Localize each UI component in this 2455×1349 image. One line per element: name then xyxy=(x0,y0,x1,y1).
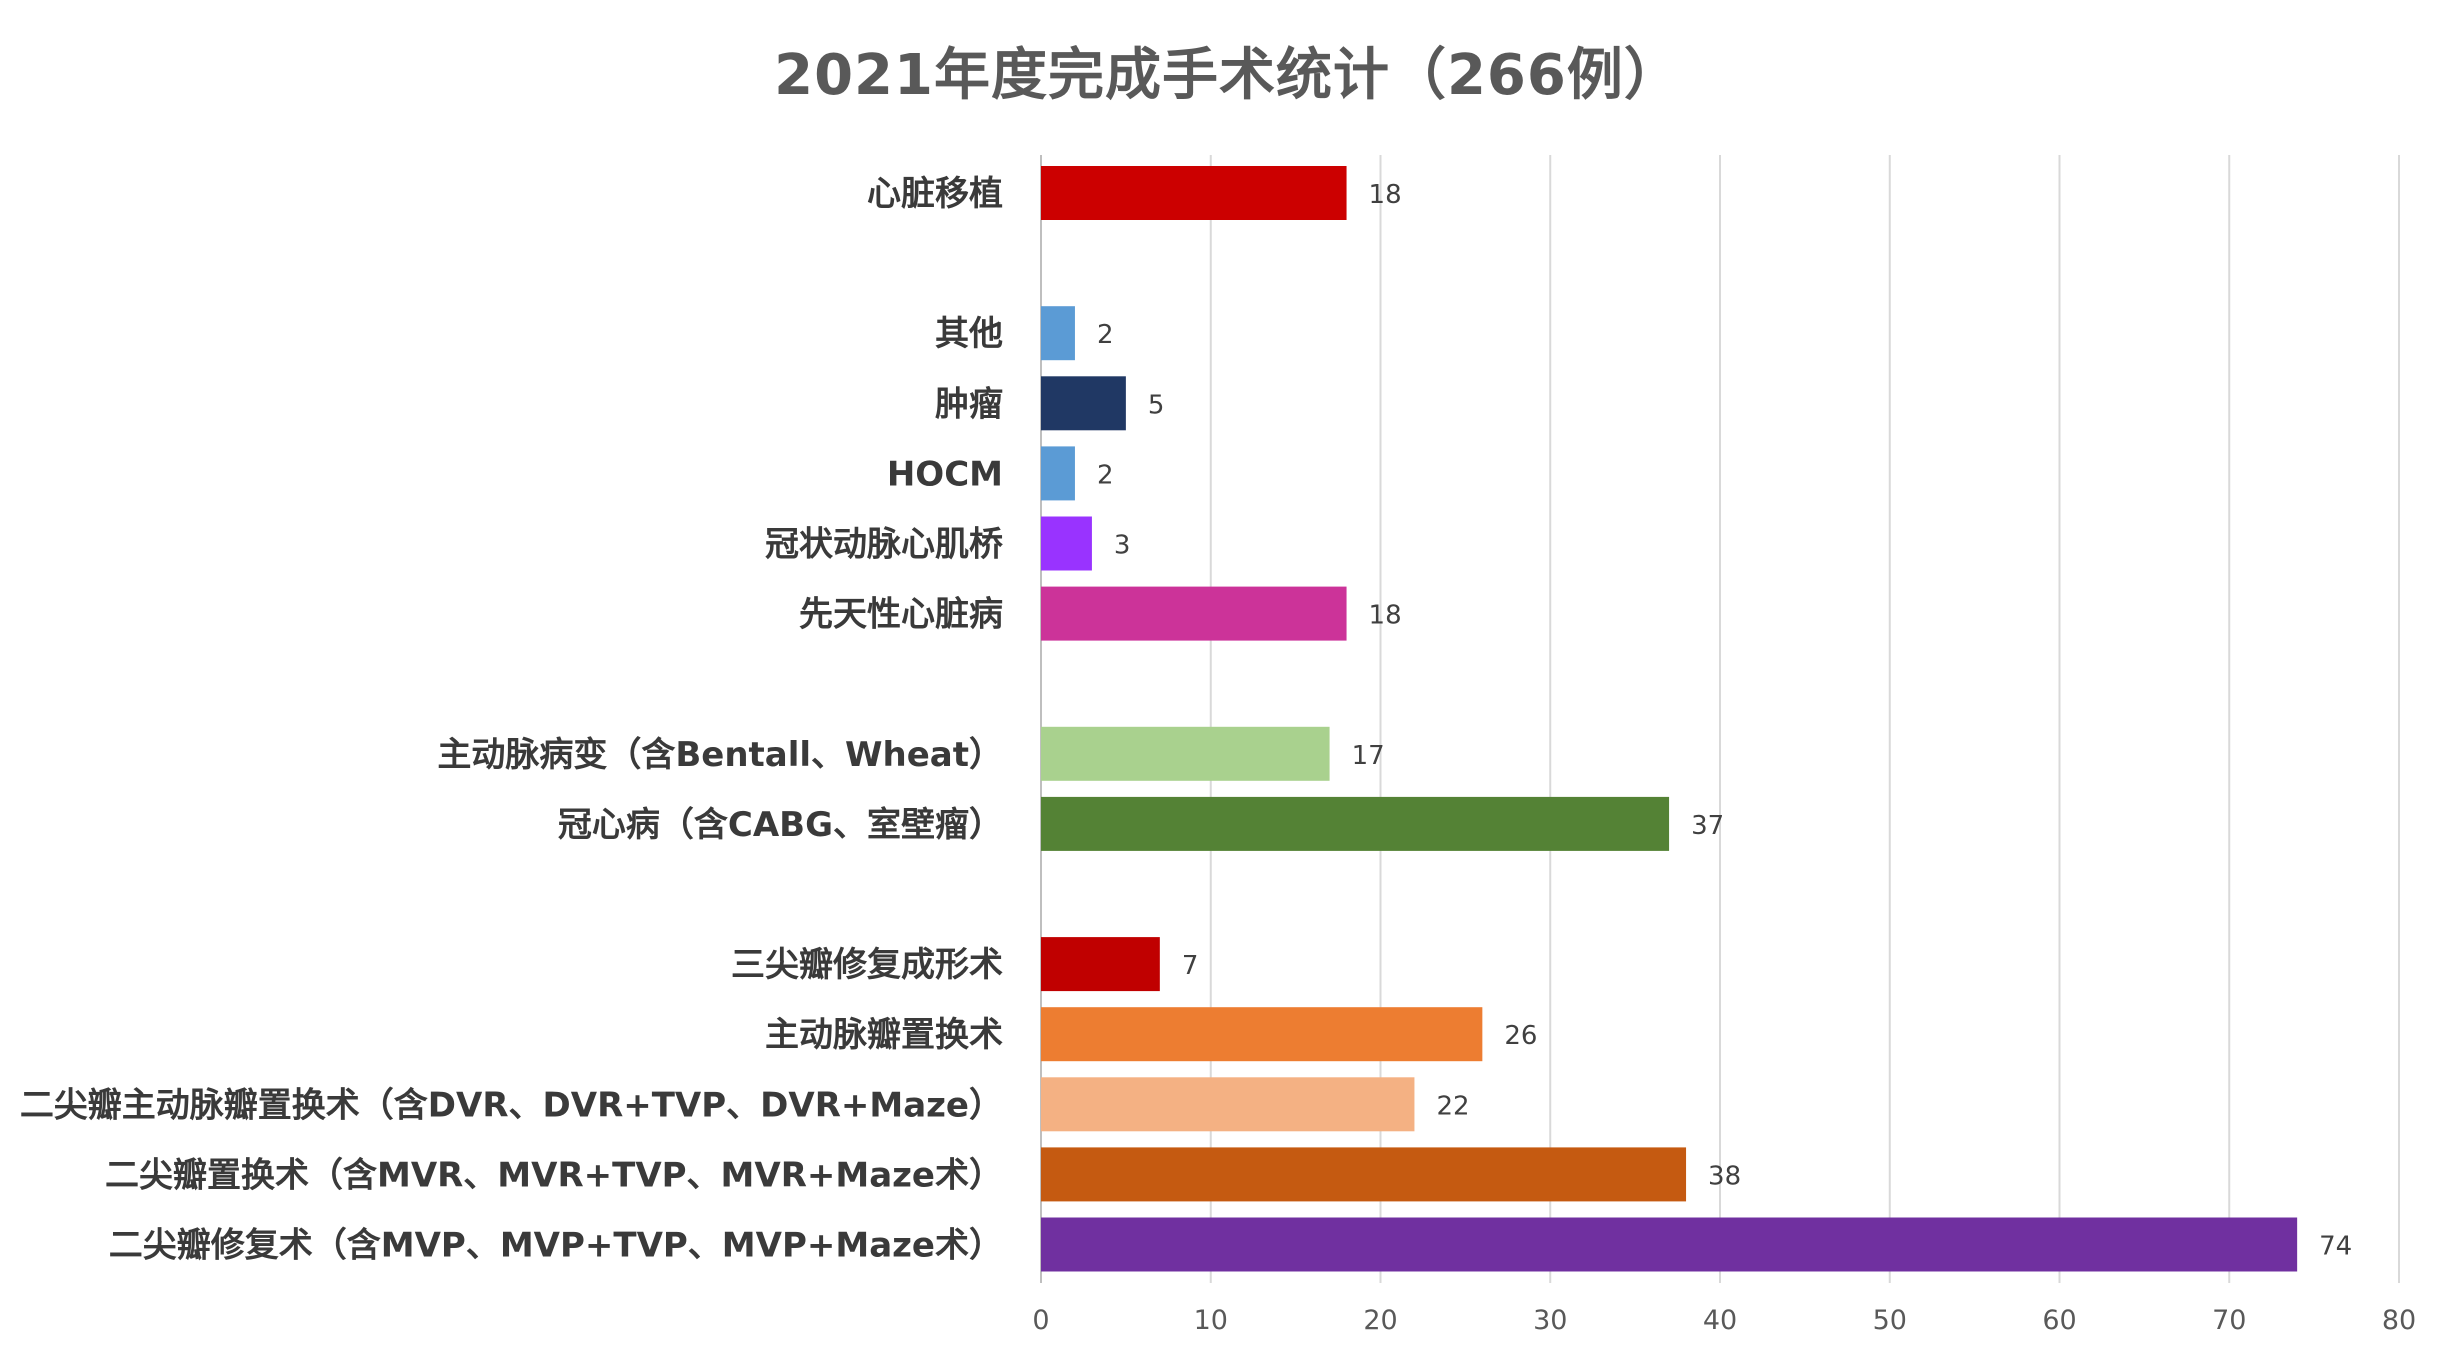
category-label: 二尖瓣置换术（含MVR、MVR+TVP、MVR+Maze术） xyxy=(105,1155,1003,1195)
category-label: 三尖瓣修复成形术 xyxy=(731,945,1003,985)
bar xyxy=(1041,1217,2298,1272)
data-label: 18 xyxy=(1369,601,1402,631)
bar xyxy=(1041,1147,1687,1202)
x-tick-label: 10 xyxy=(1194,1305,1228,1336)
bar xyxy=(1041,516,1092,571)
data-label: 7 xyxy=(1182,951,1199,981)
value-labels: 18 2 5 2 3 18 17 37 7 26 22 38 74 xyxy=(1097,180,2352,1262)
chart-title: 2021年度完成手术统计（266例） xyxy=(774,43,1681,108)
category-label: 心脏移植 xyxy=(867,174,1003,214)
category-label: 冠心病（含CABG、室壁瘤） xyxy=(558,805,1003,845)
x-tick-label: 20 xyxy=(1363,1305,1397,1336)
category-label: 主动脉病变（含Bentall、Wheat） xyxy=(437,735,1003,775)
bar xyxy=(1041,446,1075,501)
bar xyxy=(1041,1007,1483,1062)
bar xyxy=(1041,796,1670,851)
x-tick-label: 80 xyxy=(2382,1305,2416,1336)
x-tick-label: 60 xyxy=(2042,1305,2076,1336)
data-label: 38 xyxy=(1708,1161,1741,1191)
x-tick-label: 30 xyxy=(1533,1305,1567,1336)
category-label: 其他 xyxy=(935,314,1003,354)
data-label: 74 xyxy=(2319,1232,2352,1262)
x-tick-label: 70 xyxy=(2212,1305,2246,1336)
x-tick-label: 40 xyxy=(1703,1305,1737,1336)
bar xyxy=(1041,586,1347,641)
category-label: 冠状动脉心肌桥 xyxy=(765,525,1003,565)
x-axis-ticks: 0 10 20 30 40 50 60 70 80 xyxy=(1032,1305,2416,1336)
category-label: 二尖瓣主动脉瓣置换术（含DVR、DVR+TVP、DVR+Maze） xyxy=(20,1085,1003,1125)
data-label: 2 xyxy=(1097,460,1114,490)
bar xyxy=(1041,376,1126,431)
data-label: 18 xyxy=(1369,180,1402,210)
data-label: 2 xyxy=(1097,320,1114,350)
bar xyxy=(1041,166,1347,220)
data-label: 37 xyxy=(1691,811,1724,841)
bars xyxy=(1041,166,2298,1272)
category-label: HOCM xyxy=(887,454,1003,494)
bar xyxy=(1041,937,1160,992)
x-tick-label: 50 xyxy=(1873,1305,1907,1336)
bar xyxy=(1041,726,1330,781)
data-label: 22 xyxy=(1436,1091,1469,1121)
data-label: 17 xyxy=(1352,741,1385,771)
bar xyxy=(1041,1077,1415,1132)
data-label: 3 xyxy=(1114,531,1131,561)
x-tick-label: 0 xyxy=(1032,1305,1049,1336)
category-label: 先天性心脏病 xyxy=(799,595,1003,635)
data-label: 26 xyxy=(1504,1021,1537,1051)
bar xyxy=(1041,306,1075,361)
data-label: 5 xyxy=(1148,390,1165,420)
category-label: 肿瘤 xyxy=(935,384,1003,424)
category-label: 二尖瓣修复术（含MVP、MVP+TVP、MVP+Maze术） xyxy=(109,1226,1003,1266)
category-label: 主动脉瓣置换术 xyxy=(765,1015,1003,1055)
